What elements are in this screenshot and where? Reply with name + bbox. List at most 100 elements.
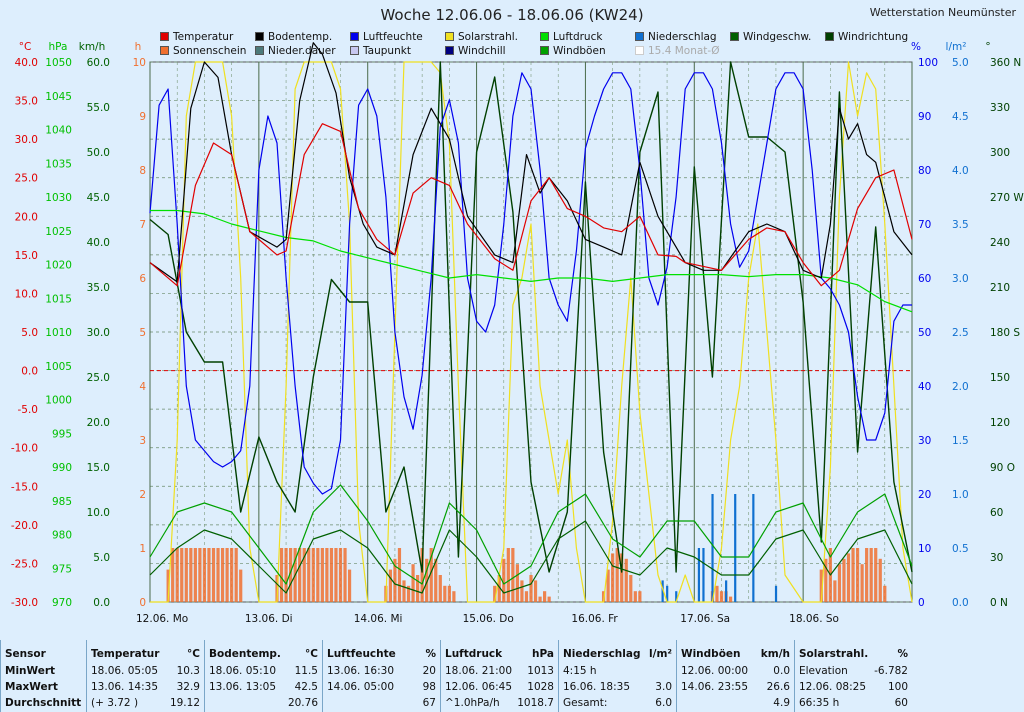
y-tick-temp: 5.0 (21, 327, 38, 339)
stats-cell-label: MinWert (5, 665, 56, 677)
y-tick-kmh: 40.0 (87, 237, 110, 249)
y-tick-deg: 150 (990, 372, 1010, 384)
y-tick-lm2: 4.0 (952, 165, 969, 177)
stats-header: Niederschlag l/m² (563, 648, 672, 662)
legend-item-nieder-dauer: Nieder.dauer (255, 45, 336, 57)
sunshine-bar (329, 548, 334, 602)
stats-row: 14.06. 23:55 26.6 (681, 681, 790, 695)
y-tick-lm2: 2.5 (952, 327, 969, 339)
sunshine-bar (443, 585, 447, 602)
axis-unit: hPa (49, 41, 68, 53)
stats-header: Temperatur °C (91, 648, 200, 662)
stats-row: 12.06. 06:45 1028 (445, 681, 554, 695)
stats-cell-label: 18.06. 05:10 (209, 665, 276, 677)
y-tick-hpa: 1050 (45, 57, 72, 69)
sunshine-bar (883, 585, 887, 602)
y-tick-hours: 10 (133, 57, 146, 69)
stats-row: 66:35 h 60 (799, 697, 908, 711)
sunshine-bar (874, 548, 878, 602)
legend-label: Sonnenschein (173, 45, 247, 57)
sunshine-bar (211, 548, 216, 602)
sunshine-bar (338, 548, 343, 602)
y-tick-hours: 0 (139, 597, 146, 609)
sunshine-bar (715, 585, 719, 602)
y-tick-lm2: 5.0 (952, 57, 969, 69)
sunshine-bar (447, 585, 451, 602)
sunshine-bar (397, 548, 402, 602)
stats-header: Bodentemp. °C (209, 648, 318, 662)
legend-item-luftfeuchte: Luftfeuchte (350, 31, 423, 43)
y-tick-pct: 20 (918, 489, 931, 501)
stats-header-unit: % (897, 648, 908, 660)
sunshine-bar (316, 548, 320, 602)
y-tick-hpa: 970 (52, 597, 72, 609)
stats-col-sensor: Sensor MinWert MaxWert Durchschnitt (0, 640, 86, 712)
stats-col-luftdruck: Luftdruck hPa 18.06. 21:00 1013 12.06. 06:45… (440, 640, 558, 712)
sunshine-bar (533, 580, 538, 602)
y-tick-temp: 20.0 (15, 211, 38, 223)
rain-bar (702, 548, 705, 602)
y-tick-hours: 8 (139, 165, 146, 177)
sunshine-bar (865, 548, 869, 602)
stats-cell-label: Elevation (799, 665, 848, 677)
sunshine-bar (543, 591, 547, 602)
y-tick-deg: 180 S (990, 327, 1020, 339)
stats-cell-label: 18.06. 05:05 (91, 665, 158, 677)
y-tick-pct: 10 (918, 543, 931, 555)
x-tick-day: 12.06. Mo (136, 613, 188, 625)
y-tick-hpa: 1045 (45, 91, 72, 103)
y-tick-hpa: 990 (52, 462, 72, 474)
y-tick-temp: 15.0 (15, 250, 38, 262)
sunshine-bar (425, 558, 429, 602)
stats-cell-label: 12.06. 00:00 (681, 665, 748, 677)
sunshine-bar (193, 548, 197, 602)
sunshine-bar (311, 548, 315, 602)
sunshine-bar (171, 548, 175, 602)
series-luftdruck (150, 209, 913, 313)
x-tick-day: 15.06. Do (463, 613, 514, 625)
stats-cell-value: 1028 (527, 681, 554, 693)
legend-swatch (825, 32, 834, 41)
rain-bar (666, 585, 669, 602)
stats-cell-label: Durchschnitt (5, 697, 82, 709)
legend-item-luftdruck: Luftdruck (540, 31, 602, 43)
sunshine-bar (638, 591, 642, 602)
y-tick-kmh: 35.0 (87, 282, 110, 294)
y-tick-lm2: 1.5 (952, 435, 969, 447)
axis-unit: % (911, 41, 921, 53)
series-temperatur (149, 123, 913, 287)
y-tick-pct: 60 (918, 273, 931, 285)
legend-label: 15.4 Monat-Ø (648, 45, 720, 57)
y-tick-hpa: 1010 (45, 327, 72, 339)
legend-swatch (255, 46, 264, 55)
stats-cell-label: 16.06. 18:35 (563, 681, 630, 693)
y-tick-lm2: 0.5 (952, 543, 969, 555)
y-tick-kmh: 5.0 (93, 552, 110, 564)
sunshine-bar (220, 548, 225, 602)
y-tick-deg: 0 N (990, 597, 1008, 609)
y-tick-temp: -20.0 (11, 520, 38, 532)
rain-bar (661, 580, 664, 602)
stats-row: Gesamt: 6.0 (563, 697, 672, 711)
legend-label: Niederschlag (648, 31, 717, 43)
stats-cell-value: 98 (422, 681, 436, 693)
stats-header: Luftdruck hPa (445, 648, 554, 662)
station-name: Wetterstation Neumünster (869, 6, 1016, 19)
sunshine-bar (320, 548, 324, 602)
stats-cell-label: MaxWert (5, 681, 58, 693)
stats-row: 18.06. 05:10 11.5 (209, 665, 318, 679)
y-tick-lm2: 0.0 (952, 597, 969, 609)
sunshine-bar (511, 548, 515, 602)
sunshine-bar (629, 575, 633, 602)
stats-row: 18.06. 21:00 1013 (445, 665, 554, 679)
stats-row: 20.76 (209, 697, 318, 711)
legend-item-windgeschw-: Windgeschw. (730, 31, 811, 43)
y-tick-hours: 6 (139, 273, 146, 285)
y-tick-hpa: 1020 (45, 260, 72, 272)
y-tick-kmh: 10.0 (87, 507, 110, 519)
y-tick-lm2: 3.5 (952, 219, 969, 231)
legend-swatch (445, 46, 454, 55)
sunshine-bar (719, 591, 724, 602)
stats-header-name: Luftdruck (445, 648, 503, 660)
sunshine-bar (497, 575, 501, 602)
